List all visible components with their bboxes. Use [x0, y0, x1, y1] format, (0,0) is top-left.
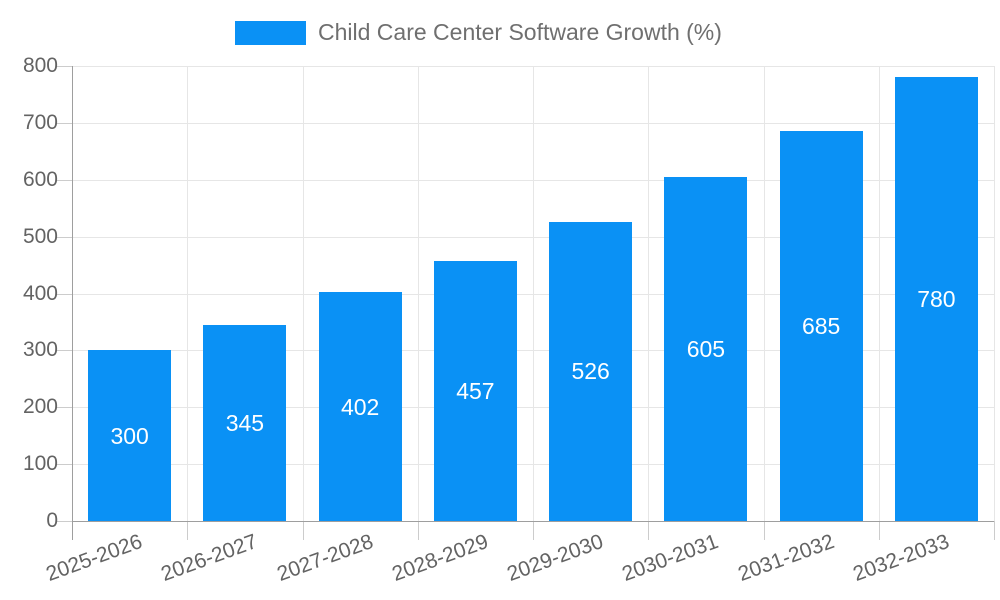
- gridline-vertical: [648, 66, 650, 521]
- legend-label: Child Care Center Software Growth (%): [318, 19, 722, 45]
- bar-value-label: 300: [110, 422, 149, 449]
- y-axis-label: 600: [22, 167, 58, 191]
- y-axis-tick: [57, 521, 72, 522]
- y-axis-label: 0: [46, 509, 58, 532]
- gridline-vertical: [302, 66, 304, 521]
- y-axis-tick: [57, 407, 72, 409]
- x-axis-tick: [417, 521, 419, 540]
- x-axis-tick: [187, 521, 189, 540]
- gridline-vertical: [417, 66, 419, 521]
- gridline-vertical: [533, 66, 534, 521]
- y-axis-label: 300: [22, 338, 58, 362]
- x-axis-tick: [763, 521, 765, 540]
- y-axis-tick: [57, 350, 72, 352]
- bar[interactable]: [894, 77, 978, 521]
- y-axis-label: 500: [22, 224, 58, 248]
- bar-value-label: 605: [686, 335, 726, 362]
- bar[interactable]: [664, 176, 748, 521]
- bar[interactable]: [433, 261, 517, 521]
- y-axis-label: 200: [22, 395, 58, 419]
- bar[interactable]: [318, 292, 402, 521]
- x-axis-tick: [302, 521, 304, 540]
- gridline-vertical: [878, 66, 880, 521]
- gridline-vertical: [763, 66, 765, 521]
- x-axis-label: 2028-2029: [388, 530, 492, 586]
- x-axis-tick: [878, 521, 880, 540]
- y-axis-tick: [57, 179, 72, 181]
- legend-swatch: [235, 20, 306, 45]
- x-axis-baseline: [72, 521, 994, 522]
- x-axis-label: 2026-2027: [158, 530, 261, 586]
- bar[interactable]: [549, 221, 633, 521]
- x-axis-tick: [533, 521, 534, 540]
- bar-value-label: 402: [340, 393, 380, 420]
- x-axis-label: 2031-2032: [734, 530, 837, 586]
- y-axis-label: 100: [22, 452, 58, 476]
- legend[interactable]: Child Care Center Software Growth (%): [235, 19, 722, 46]
- x-axis-label: 2032-2033: [849, 530, 953, 586]
- x-axis-label: 2029-2030: [504, 530, 607, 586]
- bar-value-label: 526: [571, 358, 610, 385]
- bar-value-label: 457: [456, 378, 495, 405]
- y-axis-tick: [57, 66, 72, 67]
- y-axis-label: 800: [22, 54, 58, 77]
- bar-value-label: 345: [225, 409, 265, 436]
- x-axis-tick: [994, 521, 995, 540]
- x-axis-label: 2030-2031: [619, 530, 722, 586]
- bar[interactable]: [779, 131, 863, 521]
- y-axis-label: 400: [22, 281, 58, 305]
- y-axis-line: [72, 66, 73, 540]
- y-axis-tick: [57, 293, 72, 295]
- bar-value-label: 780: [917, 286, 956, 313]
- bar[interactable]: [203, 324, 287, 521]
- x-axis-label: 2025-2026: [43, 530, 146, 586]
- y-axis-tick: [57, 122, 72, 124]
- x-axis-label: 2027-2028: [273, 530, 376, 586]
- bar-value-label: 685: [801, 313, 841, 340]
- gridline-vertical: [994, 66, 995, 521]
- gridline-vertical: [187, 66, 189, 521]
- y-axis-tick: [57, 236, 72, 238]
- y-axis-label: 700: [22, 110, 58, 134]
- y-axis-tick: [57, 464, 72, 466]
- bar[interactable]: [88, 350, 172, 521]
- x-axis-tick: [648, 521, 650, 540]
